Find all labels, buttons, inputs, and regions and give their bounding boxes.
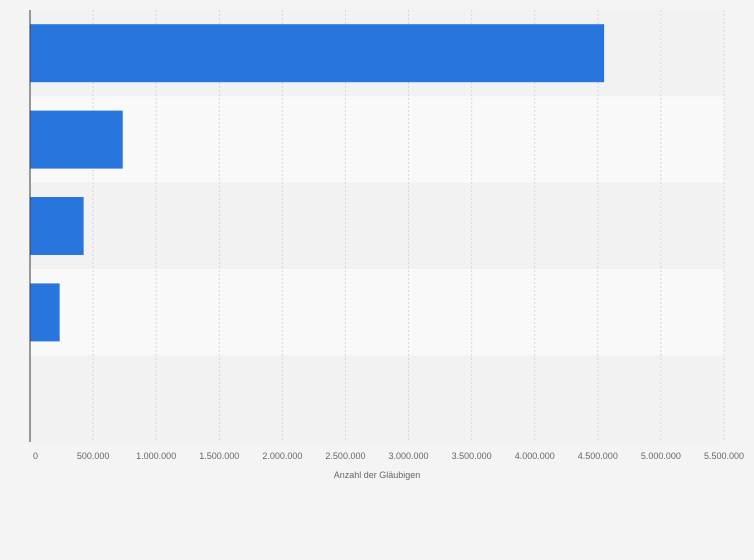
x-tick-label-7: 3.500.000 [452,451,492,461]
x-tick-label-9: 4.500.000 [578,451,618,461]
x-tick-label-11: 5.500.000 [704,451,744,461]
bar-1 [30,110,123,169]
x-axis-ticks: 0 500.000 1.000.000 1.500.000 2.000.000 2.500… [33,451,744,461]
x-tick-label-6: 3.000.000 [389,451,429,461]
x-tick-label-0: 0 [33,451,38,461]
bar-0 [30,24,605,83]
x-tick-label-3: 1.500.000 [199,451,239,461]
row-band-2 [30,182,724,270]
row-band-4 [30,355,724,442]
bars [30,24,605,342]
row-band-3 [30,269,724,356]
bar-3 [30,283,60,342]
row-band-1 [30,96,724,183]
bar-2 [30,197,84,255]
x-tick-label-8: 4.000.000 [515,451,555,461]
x-tick-label-10: 5.000.000 [641,451,681,461]
x-tick-label-5: 2.500.000 [325,451,365,461]
x-tick-label-2: 1.000.000 [136,451,176,461]
x-tick-label-1: 500.000 [77,451,110,461]
x-axis-title: Anzahl der Gläubigen [334,470,421,480]
x-tick-label-4: 2.000.000 [262,451,302,461]
row-bands [30,10,724,442]
